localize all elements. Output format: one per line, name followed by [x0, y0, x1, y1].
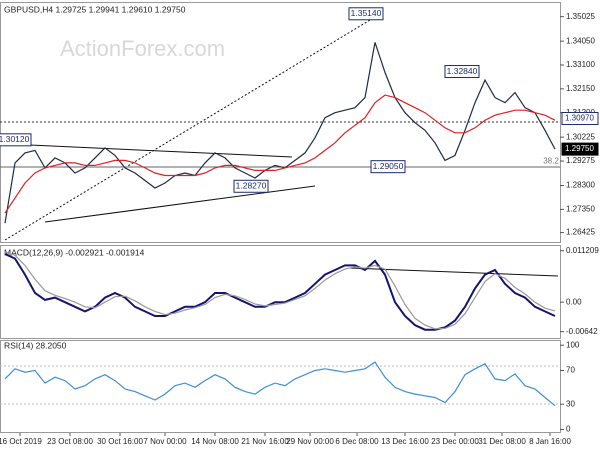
- y-tick-label: 1.27350: [566, 204, 595, 213]
- y-tick-label: 0.00: [566, 297, 582, 306]
- x-tick-label: 7 Nov 00:00: [143, 437, 187, 446]
- price-marker: [561, 111, 599, 125]
- x-tick-label: 8 Jan 16:00: [529, 437, 571, 446]
- x-tick-label: 21 Nov 16:00: [241, 437, 289, 446]
- series-line: [4, 42, 556, 224]
- y-tick-label: 100: [566, 340, 580, 349]
- trendline: [29, 144, 293, 158]
- trendline: [4, 13, 381, 241]
- price-marker-label: 1.29750: [565, 144, 594, 153]
- y-tick-label: 0: [566, 425, 571, 434]
- price-marker: [561, 142, 599, 156]
- annotation-label: 38.2: [543, 156, 559, 165]
- x-tick-label: 6 Dec 08:00: [335, 437, 379, 446]
- y-tick-label: 1.26425: [566, 228, 595, 237]
- y-tick-label: -0.00642: [566, 327, 598, 336]
- x-tick-label: 16 Oct 2019: [0, 437, 42, 446]
- series-line: [4, 251, 556, 330]
- y-tick-label: 1.33100: [566, 60, 595, 69]
- annotation-box: [444, 65, 480, 79]
- panel-title: GBPUSD,H4 1.29725 1.29941 1.29610 1.2975…: [4, 4, 186, 14]
- annotation-box: [348, 7, 384, 21]
- x-tick-label: 23 Dec 00:00: [431, 437, 479, 446]
- annotation-box: [0, 133, 32, 147]
- x-tick-label: 29 Nov 00:00: [286, 437, 334, 446]
- macd-panel: [0, 245, 561, 339]
- series-line: [4, 361, 556, 407]
- series-line: [4, 94, 556, 214]
- x-tick-label: 14 Nov 08:00: [191, 437, 239, 446]
- panel-title: RSI(14) 28.2050: [4, 340, 67, 350]
- panel-title: MACD(12,26,9) -0.002921 -0.001914: [4, 247, 145, 257]
- trendline: [44, 185, 316, 223]
- series-line: [4, 253, 556, 331]
- annotation-box: [233, 179, 269, 193]
- y-tick-label: 1.29275: [566, 156, 595, 165]
- y-tick-label: 1.30225: [566, 132, 595, 141]
- y-tick-label: 1.34050: [566, 36, 595, 45]
- annotation-box: [370, 160, 406, 174]
- price-marker-label: 1.30970: [565, 114, 594, 123]
- annotation-label: 1.35140: [351, 8, 382, 18]
- x-tick-label: 13 Dec 16:00: [381, 437, 429, 446]
- annotation-label: 1.28270: [236, 181, 267, 191]
- annotation-label: 1.32840: [447, 66, 478, 76]
- trendlines: [0, 13, 560, 405]
- y-tick-label: 70: [566, 366, 575, 375]
- y-tick-label: 1.35025: [566, 12, 595, 21]
- y-tick-label: 30: [566, 399, 575, 408]
- x-tick-label: 23 Oct 08:00: [47, 437, 93, 446]
- y-tick-label: 1.28300: [566, 181, 595, 190]
- x-tick-label: 30 Oct 16:00: [97, 437, 143, 446]
- annotation-label: 1.29050: [373, 161, 404, 171]
- y-tick-label: 1.32150: [566, 84, 595, 93]
- rsi-panel: [0, 340, 561, 433]
- y-tick-label: 0.011209: [566, 246, 599, 255]
- watermark: ActionForex.com: [60, 36, 225, 61]
- annotation-label: 1.30120: [0, 134, 30, 144]
- x-tick-label: 31 Dec 08:00: [478, 437, 526, 446]
